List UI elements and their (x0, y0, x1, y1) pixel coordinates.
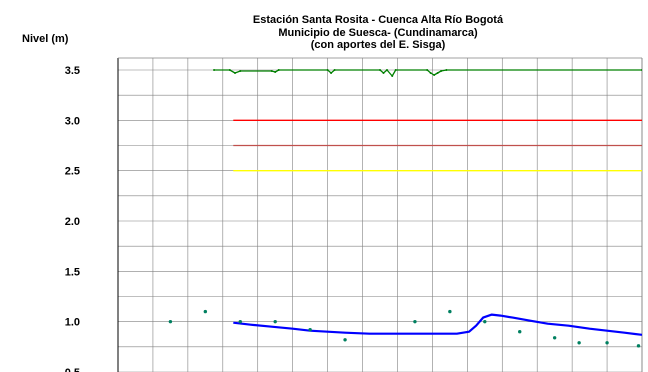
threshold-lines (233, 119, 642, 172)
top-series-point (213, 69, 216, 71)
series-layer (168, 69, 642, 348)
observed-point (483, 319, 487, 324)
axes (117, 57, 643, 372)
top-series-point (436, 72, 439, 75)
y-tick-label: 2.0 (65, 216, 80, 228)
y-tick-label: 1.0 (65, 317, 80, 329)
y-axis-label: Nivel (m) (22, 33, 69, 45)
level-series-line (233, 313, 642, 336)
chart-title-line-3: (con aportes del E. Sisga) (311, 39, 446, 51)
top-series-point (326, 69, 329, 71)
observed-point (168, 319, 173, 324)
observed-point (343, 338, 347, 342)
y-tick-label: 1.5 (65, 266, 80, 278)
top-series-point (333, 69, 336, 71)
top-series-point (426, 69, 429, 71)
top-series-point (274, 71, 277, 74)
observed-point (273, 319, 277, 324)
observed-point (605, 341, 609, 345)
y-tick-labels: 3.5 3.0 2.5 2.0 1.5 1.0 0.5 (65, 65, 80, 372)
top-series-point (270, 70, 273, 73)
top-series-line (214, 69, 642, 77)
top-series-point (641, 69, 642, 71)
observed-point (577, 341, 581, 345)
observed-point (238, 319, 242, 324)
y-tick-label: 3.0 (65, 115, 80, 127)
top-series-point (382, 72, 385, 75)
top-series-point (379, 69, 381, 71)
chart-title: Estación Santa Rosita - Cuenca Alta Río … (253, 14, 504, 51)
observed-point (552, 336, 557, 340)
top-series-point (445, 69, 448, 71)
observed-point (518, 330, 522, 334)
top-series-point (433, 74, 436, 77)
y-tick-label: 2.5 (65, 166, 80, 178)
y-tick-label: 0.5 (65, 367, 80, 372)
observed-point (308, 328, 312, 332)
top-series-point (234, 72, 237, 75)
observed-point (448, 309, 452, 314)
top-series-point (228, 69, 231, 71)
top-series-point (277, 69, 280, 71)
top-series-point (391, 75, 394, 78)
chart-title-line-2: Municipio de Suesca- (Cundinamarca) (278, 27, 478, 39)
observed-point (203, 309, 208, 314)
top-series-point (429, 72, 432, 75)
top-series-point (385, 69, 388, 71)
top-series-point (440, 70, 443, 73)
top-series-point (394, 69, 397, 71)
y-tick-label: 3.5 (65, 65, 80, 77)
top-series-point (239, 70, 242, 73)
observed-point (413, 319, 417, 324)
top-series-point (330, 72, 333, 75)
observed-point (636, 344, 641, 348)
chart-title-line-1: Estación Santa Rosita - Cuenca Alta Río … (253, 14, 504, 26)
